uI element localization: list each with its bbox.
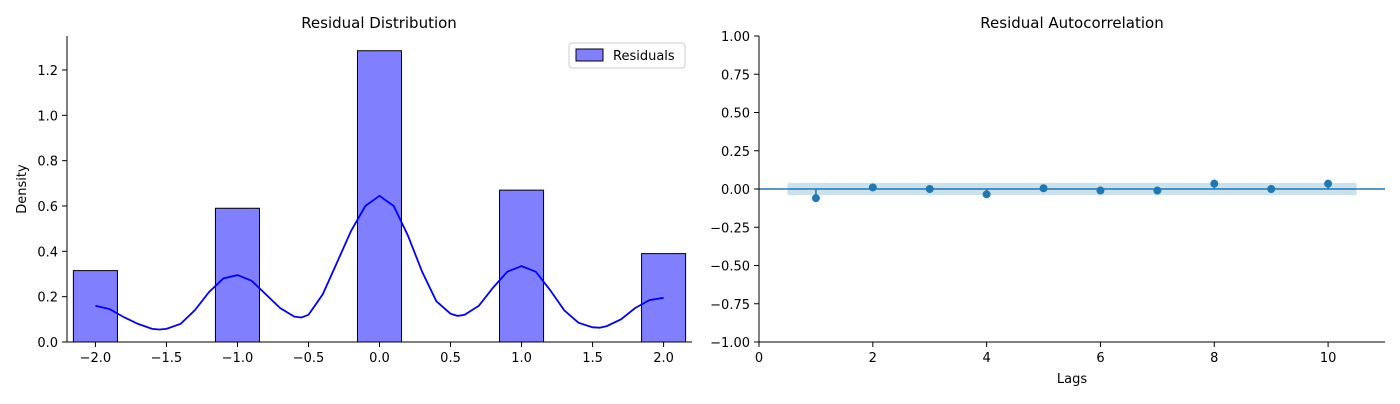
right-y-tick-label-0: −1.00 bbox=[710, 336, 750, 351]
acf-point-10 bbox=[1324, 179, 1333, 188]
left-y-tick-label-0: 0.0 bbox=[37, 336, 58, 351]
right-x-ticks: 0 2 4 6 8 10 bbox=[755, 342, 1337, 366]
legend-label: Residuals bbox=[613, 49, 675, 64]
residual-autocorrelation-chart: Residual Autocorrelation Lags 0 2 4 6 8 10 −1… bbox=[710, 14, 1385, 387]
left-y-tick-label-6: 1.2 bbox=[37, 64, 58, 79]
acf-point-4 bbox=[982, 190, 991, 199]
right-chart-title: Residual Autocorrelation bbox=[980, 14, 1163, 32]
left-y-tick-label-2: 0.4 bbox=[37, 245, 58, 260]
acf-point-1 bbox=[811, 194, 820, 203]
right-y-tick-label-8: 1.00 bbox=[721, 30, 750, 45]
right-x-tick-label-0: 0 bbox=[755, 351, 763, 366]
acf-point-2 bbox=[868, 183, 877, 192]
right-chart-xlabel: Lags bbox=[1057, 372, 1087, 387]
acf-points bbox=[811, 179, 1333, 203]
right-x-tick-label-3: 6 bbox=[1096, 351, 1104, 366]
right-x-tick-label-5: 10 bbox=[1320, 351, 1337, 366]
left-y-tick-label-3: 0.6 bbox=[37, 200, 58, 215]
legend-swatch bbox=[575, 48, 604, 62]
acf-point-7 bbox=[1153, 186, 1162, 195]
left-y-tick-label-4: 0.8 bbox=[37, 155, 58, 170]
acf-point-8 bbox=[1210, 179, 1219, 188]
right-y-tick-label-6: 0.50 bbox=[721, 107, 750, 122]
acf-point-9 bbox=[1267, 185, 1276, 193]
left-x-tick-label-8: 2.0 bbox=[653, 351, 674, 366]
right-y-tick-label-7: 0.75 bbox=[721, 68, 750, 83]
left-y-tick-label-5: 1.0 bbox=[37, 109, 58, 124]
left-x-tick-label-3: −0.5 bbox=[293, 351, 325, 366]
right-y-tick-label-4: 0.00 bbox=[721, 183, 750, 198]
left-x-tick-label-2: −1.0 bbox=[222, 351, 254, 366]
left-y-ticks: 0.0 0.2 0.4 0.6 0.8 1.0 1.2 bbox=[37, 64, 67, 351]
left-y-tick-label-1: 0.2 bbox=[37, 291, 58, 306]
right-y-tick-label-1: −0.75 bbox=[710, 298, 750, 313]
left-x-tick-label-6: 1.0 bbox=[511, 351, 532, 366]
right-x-tick-label-1: 2 bbox=[869, 351, 877, 366]
right-y-ticks: −1.00 −0.75 −0.50 −0.25 0.00 0.25 0.50 0.75 1.00 bbox=[710, 30, 759, 351]
right-y-tick-label-3: −0.25 bbox=[710, 221, 750, 236]
acf-point-5 bbox=[1039, 184, 1048, 193]
left-x-tick-label-1: −1.5 bbox=[151, 351, 183, 366]
residual-distribution-chart: Residual Distribution Density −2.0 −1.5 −1… bbox=[15, 14, 692, 366]
acf-point-6 bbox=[1096, 186, 1105, 195]
right-y-tick-label-5: 0.25 bbox=[721, 145, 750, 160]
right-x-tick-label-2: 4 bbox=[982, 351, 990, 366]
left-chart-title: Residual Distribution bbox=[301, 14, 457, 32]
legend: Residuals bbox=[568, 42, 686, 69]
left-x-tick-label-7: 1.5 bbox=[582, 351, 603, 366]
right-x-tick-label-4: 8 bbox=[1210, 351, 1218, 366]
left-x-tick-label-0: −2.0 bbox=[80, 351, 112, 366]
left-chart-ylabel: Density bbox=[15, 164, 30, 214]
left-x-tick-label-5: 0.5 bbox=[440, 351, 461, 366]
right-y-tick-label-2: −0.50 bbox=[710, 260, 750, 275]
left-x-tick-label-4: 0.0 bbox=[369, 351, 390, 366]
left-x-ticks: −2.0 −1.5 −1.0 −0.5 0.0 0.5 1.0 1.5 2.0 bbox=[80, 342, 674, 366]
kde-line bbox=[95, 194, 664, 331]
acf-point-3 bbox=[925, 185, 934, 193]
